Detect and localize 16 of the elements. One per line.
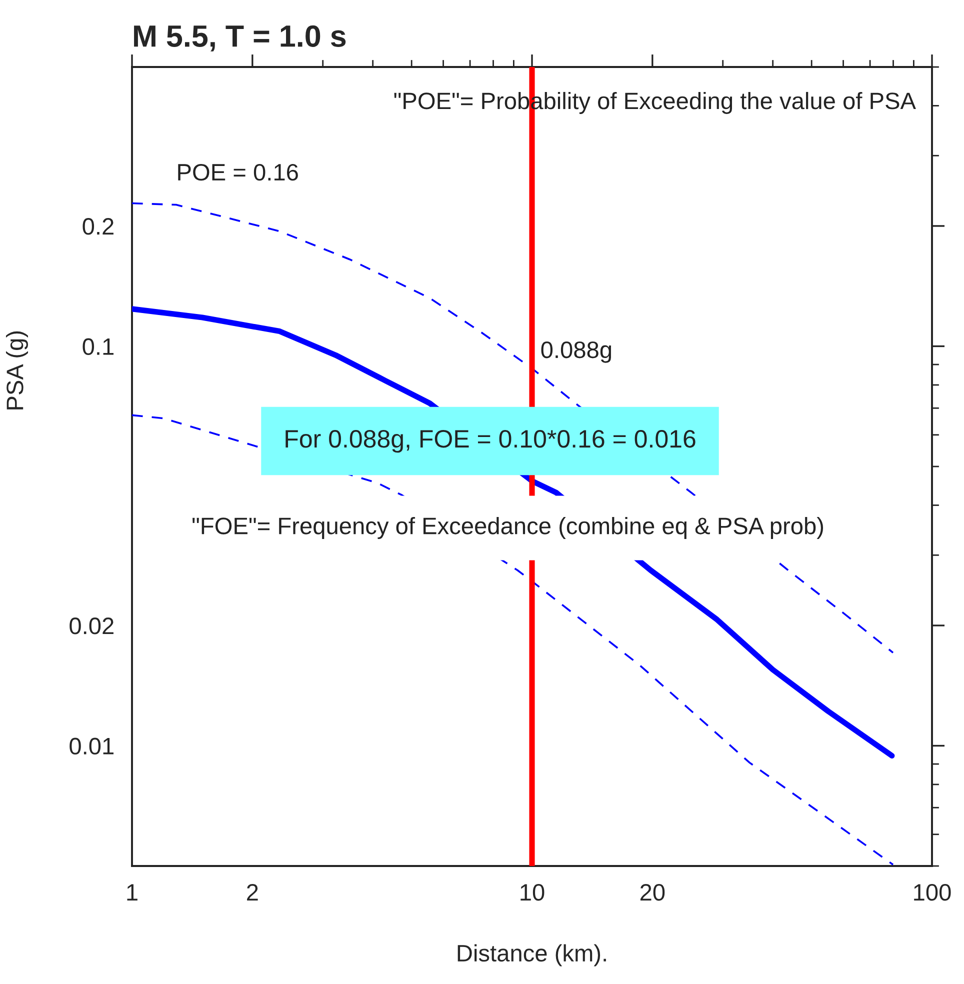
y-tick-label: 0.2: [82, 218, 114, 235]
x-axis-title: Distance (km).: [458, 944, 606, 966]
y-axis-title: PSA (g): [6, 331, 28, 410]
annotation: POE = 0.16: [178, 164, 298, 181]
y-tick-label: 0.02: [70, 618, 114, 634]
x-tick-label: 20: [640, 884, 665, 901]
x-tick-label: 1: [127, 884, 138, 900]
chart-title: M 5.5, T = 1.0 s: [134, 25, 346, 52]
annotation: "FOE"= Frequency of Exceedance (combine eq & PSA prob): [192, 516, 824, 540]
x-tick-label: 10: [520, 884, 544, 901]
annotation: For 0.088g, FOE = 0.10*0.16 = 0.016: [286, 430, 696, 453]
x-tick-label: 100: [914, 884, 951, 901]
y-tick-label: 0.01: [70, 738, 114, 755]
annotation: 0.088g: [541, 341, 612, 363]
x-tick-label: 2: [247, 884, 258, 900]
y-tick-label: 0.1: [82, 338, 114, 356]
